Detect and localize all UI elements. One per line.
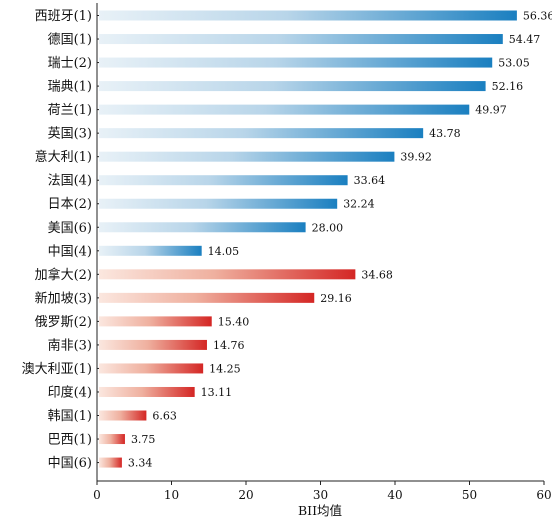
bar	[99, 245, 202, 256]
value-label: 14.05	[208, 245, 240, 258]
x-tick-label: 30	[313, 488, 328, 502]
bar	[99, 457, 122, 468]
bar	[99, 128, 424, 139]
value-label: 28.00	[312, 221, 344, 234]
bar	[99, 269, 356, 280]
value-label: 49.97	[475, 104, 507, 117]
category-label: 美国(6)	[48, 221, 92, 236]
value-label: 33.64	[354, 174, 386, 187]
value-label: 53.05	[498, 57, 530, 70]
bar	[99, 410, 147, 421]
x-axis-title: BII均值	[298, 503, 342, 518]
category-label: 巴西(1)	[48, 433, 92, 448]
value-label: 43.78	[429, 127, 461, 140]
category-label: 英国(3)	[48, 127, 92, 142]
bar	[99, 10, 517, 21]
value-label: 15.40	[218, 315, 250, 328]
category-label: 意大利(1)	[35, 149, 92, 165]
bar	[99, 81, 486, 92]
bar	[99, 292, 315, 303]
category-label: 荷兰(1)	[48, 103, 92, 118]
x-tick-label: 0	[93, 488, 101, 502]
value-label: 34.68	[361, 268, 393, 281]
category-label: 中国(6)	[48, 456, 92, 471]
category-label: 澳大利亚(1)	[22, 361, 92, 377]
category-label: 瑞士(2)	[48, 56, 92, 71]
value-label: 6.63	[152, 410, 177, 423]
category-label: 法国(4)	[48, 174, 92, 189]
bar	[99, 316, 212, 327]
value-label: 29.16	[320, 292, 352, 305]
bar	[99, 104, 470, 115]
value-label: 3.34	[128, 457, 152, 470]
bar	[99, 363, 204, 374]
bar	[99, 339, 207, 350]
bar	[99, 57, 493, 68]
value-label: 52.16	[492, 80, 524, 93]
x-axis-ticks: 0 10 20 30 40 50 60	[93, 481, 552, 502]
category-label: 瑞典(1)	[48, 80, 92, 95]
category-label: 日本(2)	[48, 197, 92, 212]
category-label: 新加坡(3)	[35, 290, 92, 306]
x-tick-label: 10	[164, 488, 179, 502]
bars-layer: 西班牙(1) 56.36 德国(1) 54.47 瑞士(2) 53.05 瑞典(1) 52.1…	[22, 9, 552, 471]
category-label: 南非(3)	[48, 337, 92, 353]
value-label: 56.36	[523, 10, 552, 23]
value-label: 39.92	[400, 151, 432, 164]
category-label: 韩国(1)	[48, 409, 92, 424]
category-label: 德国(1)	[48, 33, 92, 48]
bar	[99, 151, 395, 162]
category-label: 印度(4)	[48, 384, 92, 400]
value-label: 14.25	[209, 362, 241, 375]
x-tick-label: 50	[462, 488, 477, 502]
value-label: 14.76	[213, 339, 245, 352]
value-label: 32.24	[343, 198, 375, 211]
category-label: 俄罗斯(2)	[35, 315, 92, 330]
value-label: 54.47	[509, 33, 541, 46]
x-tick-label: 20	[238, 488, 253, 502]
value-label: 3.75	[131, 433, 156, 446]
bar	[99, 434, 125, 445]
category-label: 中国(4)	[48, 244, 92, 259]
value-label: 13.11	[201, 386, 233, 399]
bar	[99, 222, 306, 233]
category-label: 西班牙(1)	[35, 9, 92, 24]
x-tick-label: 40	[387, 488, 402, 502]
bar	[99, 34, 503, 45]
bar	[99, 386, 195, 397]
x-tick-label: 60	[536, 488, 551, 502]
bar	[99, 175, 348, 186]
category-label: 加拿大(2)	[35, 267, 92, 283]
bar	[99, 198, 338, 209]
